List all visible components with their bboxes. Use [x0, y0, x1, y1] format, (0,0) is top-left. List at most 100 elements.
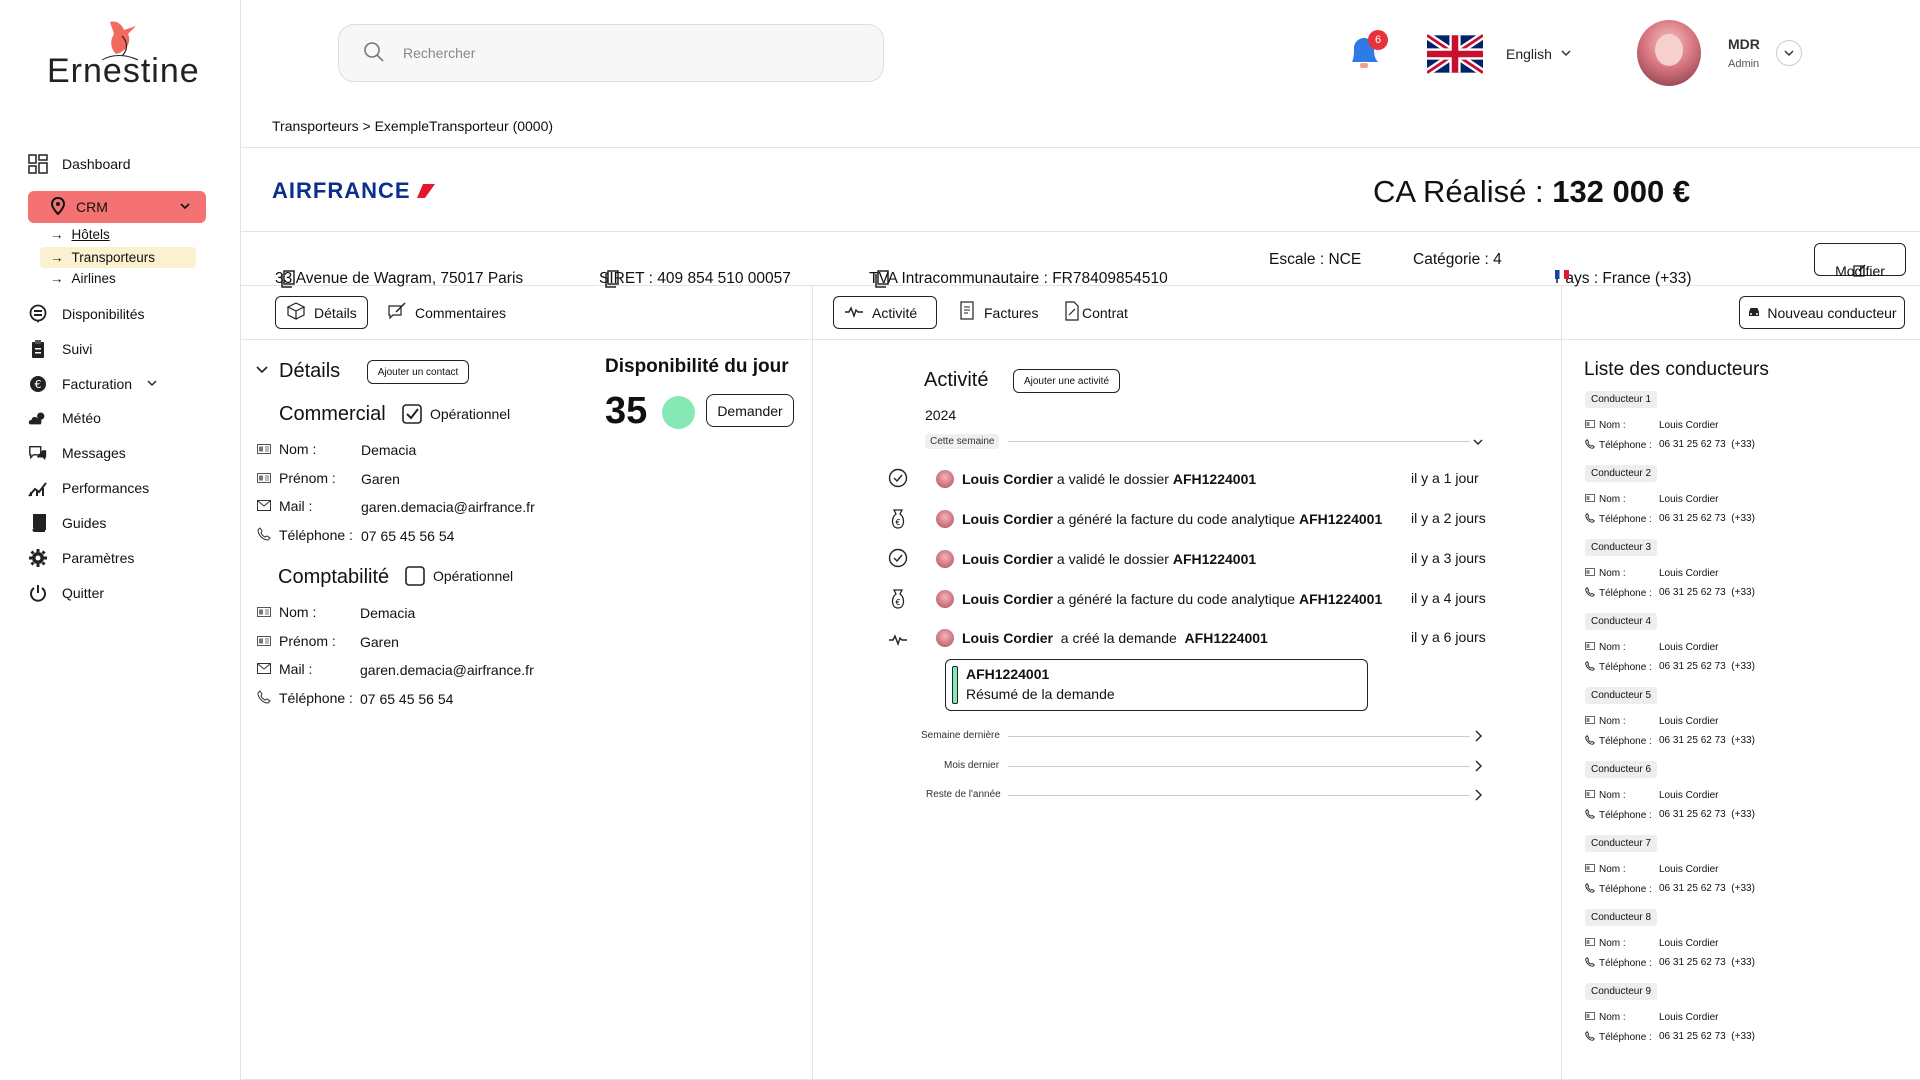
- user-avatar: [936, 590, 954, 608]
- airfrance-stripe-icon: [416, 184, 435, 198]
- language-selector[interactable]: English: [1506, 46, 1572, 62]
- label-text: Nom :: [1599, 494, 1626, 505]
- id-card-icon: [1585, 790, 1595, 801]
- company-info-bar: 33 Avenue de Wagram, 75017 Paris SIRET :…: [241, 232, 1920, 288]
- copy-icon[interactable]: [875, 270, 889, 293]
- nav-parametres[interactable]: Paramètres: [28, 548, 134, 568]
- activity-text: Louis Cordier a généré la facture du cod…: [962, 511, 1382, 527]
- tab-factures[interactable]: Factures: [948, 296, 1048, 329]
- driver-badge: Conducteur 6: [1585, 761, 1658, 778]
- nav-guides[interactable]: Guides: [28, 513, 106, 533]
- demander-button[interactable]: Demander: [706, 394, 794, 427]
- id-card-icon: [1585, 864, 1595, 875]
- driver-name: Louis Cordier: [1659, 494, 1719, 505]
- activity-code: AFH1224001: [1172, 551, 1257, 567]
- copy-icon[interactable]: [281, 270, 295, 293]
- tab-activite[interactable]: Activité: [833, 296, 937, 329]
- tab-commentaires[interactable]: Commentaires: [377, 296, 516, 329]
- driver-tel-label: Téléphone :: [1585, 660, 1652, 674]
- add-activity-button[interactable]: Ajouter une activité: [1013, 369, 1120, 393]
- user-avatar: [936, 510, 954, 528]
- user-avatar: [936, 629, 954, 647]
- copy-icon[interactable]: [605, 270, 619, 293]
- chevron-down-icon[interactable]: [1472, 435, 1484, 453]
- driver-name: Louis Cordier: [1659, 938, 1719, 949]
- label-text: Nom :: [1599, 790, 1626, 801]
- phone-icon: [1585, 882, 1596, 896]
- label-text: Téléphone :: [1599, 810, 1652, 821]
- activity-user: Louis Cordier: [962, 471, 1054, 487]
- pays-text: Pays : France (+33): [1555, 270, 1692, 287]
- tab-details[interactable]: Détails: [275, 296, 368, 329]
- field-value[interactable]: garen.demacia@airfrance.fr: [361, 499, 535, 515]
- search-icon: [363, 41, 385, 66]
- driver-nom-label: Nom :: [1585, 642, 1626, 653]
- comptabilite-title: Comptabilité: [278, 566, 390, 588]
- chevron-right-icon[interactable]: [1472, 729, 1484, 748]
- nav-meteo[interactable]: Météo: [28, 408, 101, 428]
- id-card-icon: [1585, 1012, 1595, 1023]
- id-card-icon: [257, 633, 271, 649]
- commercial-operationnel-checkbox[interactable]: Opérationnel: [402, 404, 510, 424]
- tabs-left: Détails Commentaires: [241, 286, 812, 340]
- phone-icon: [1585, 734, 1596, 748]
- tab-contrat[interactable]: Contrat: [1054, 296, 1138, 329]
- label-text: Téléphone :: [1599, 736, 1652, 747]
- add-contact-button[interactable]: Ajouter un contact: [367, 360, 469, 384]
- avatar[interactable]: [1637, 20, 1701, 86]
- period-label[interactable]: Semaine dernière: [921, 730, 1000, 741]
- activity-row[interactable]: Louis Cordier a créé la demande AFH12240…: [888, 627, 1488, 649]
- logo[interactable]: Ernestine: [40, 14, 200, 100]
- user-menu-button[interactable]: [1776, 40, 1802, 66]
- nav-messages[interactable]: Messages: [28, 443, 126, 463]
- modifier-button[interactable]: Modifier: [1814, 243, 1906, 279]
- field-value[interactable]: garen.demacia@airfrance.fr: [360, 662, 534, 678]
- nav-sub-hotels[interactable]: → Hôtels: [50, 227, 110, 242]
- chevron-right-icon[interactable]: [1472, 788, 1484, 807]
- nav-crm[interactable]: CRM: [28, 191, 206, 223]
- svg-text:€: €: [35, 378, 42, 391]
- checkbox-label: Opérationnel: [430, 406, 511, 422]
- nav-sub-transporteurs[interactable]: → Transporteurs: [40, 247, 196, 268]
- driver-nom-label: Nom :: [1585, 420, 1626, 431]
- new-driver-button[interactable]: Nouveau conducteur: [1739, 296, 1905, 329]
- driver-phone: 06 31 25 62 73 (+33): [1659, 809, 1755, 820]
- period-label[interactable]: Mois dernier: [944, 760, 1000, 771]
- field-value: Garen: [361, 470, 400, 487]
- notification-button[interactable]: 6: [1346, 30, 1390, 78]
- driver-tel-label: Téléphone :: [1585, 512, 1652, 526]
- uk-flag-icon[interactable]: [1424, 32, 1486, 76]
- nav-performances[interactable]: Performances: [28, 478, 149, 498]
- chevron-right-icon[interactable]: [1472, 759, 1484, 778]
- period-this-week[interactable]: Cette semaine: [925, 434, 1000, 449]
- nav-sub-airlines[interactable]: → Airlines: [50, 271, 116, 286]
- driver-tel-label: Téléphone :: [1585, 586, 1652, 600]
- field-label-text: Nom :: [279, 604, 317, 620]
- activity-row[interactable]: Louis Cordier a validé le dossier AFH122…: [888, 548, 1488, 570]
- nav-suivi[interactable]: Suivi: [28, 339, 92, 359]
- nav-facturation[interactable]: € Facturation: [28, 374, 158, 394]
- mail-icon: [257, 498, 271, 514]
- ca-label: CA Réalisé :: [1373, 174, 1553, 209]
- driver-badge: Conducteur 4: [1585, 613, 1658, 630]
- label-text: Téléphone :: [1599, 662, 1652, 673]
- nav-disponibilites[interactable]: Disponibilités: [28, 304, 144, 324]
- search-bar[interactable]: Rechercher: [338, 24, 884, 82]
- activity-time: il y a 6 jours: [1411, 629, 1486, 645]
- activity-row[interactable]: € Louis Cordier a généré la facture du co…: [888, 508, 1488, 530]
- mail-icon: [257, 661, 271, 677]
- comptabilite-operationnel-checkbox[interactable]: Opérationnel: [405, 566, 513, 586]
- nav-quitter[interactable]: Quitter: [28, 583, 104, 603]
- ca-realise: CA Réalisé : 132 000 €: [1373, 174, 1690, 210]
- activity-row[interactable]: Louis Cordier a validé le dossier AFH122…: [888, 468, 1488, 490]
- period-label[interactable]: Reste de l'année: [926, 789, 1001, 800]
- details-toggle[interactable]: Détails: [255, 360, 340, 383]
- activity-row[interactable]: € Louis Cordier a généré la facture du co…: [888, 588, 1488, 610]
- activity-card[interactable]: AFH1224001 Résumé de la demande: [945, 659, 1368, 711]
- chevron-down-icon: [1784, 50, 1794, 57]
- search-input[interactable]: Rechercher: [403, 45, 476, 61]
- nav-dashboard[interactable]: Dashboard: [28, 154, 131, 174]
- activity-year: 2024: [925, 407, 957, 423]
- activity-action: a validé le dossier: [1053, 551, 1173, 567]
- chevron-down-icon: [1560, 46, 1572, 62]
